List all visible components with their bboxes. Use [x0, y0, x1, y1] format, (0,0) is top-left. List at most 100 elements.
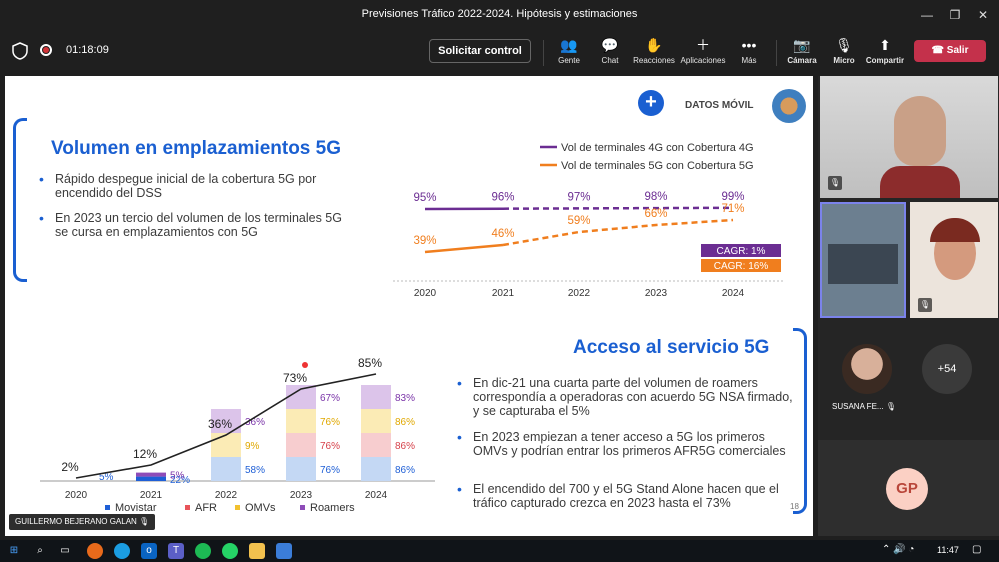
series-line-dashed: [502, 218, 734, 247]
segment-label: 76%: [320, 441, 340, 452]
chat-icon: 💬: [601, 37, 619, 53]
bar-segment: [211, 433, 241, 457]
data-label: 39%: [413, 235, 436, 247]
segment-label: 67%: [320, 393, 340, 404]
whatsapp-icon[interactable]: [222, 543, 238, 559]
participant-video-tile[interactable]: 🎙: [910, 202, 998, 318]
phone-icon: ☎: [931, 45, 944, 56]
mic-button[interactable]: 🎙 Micro: [820, 36, 868, 65]
bar-segment: [286, 433, 316, 457]
section-bracket: [793, 328, 807, 514]
total-label: 12%: [133, 447, 157, 461]
x-tick-label: 2024: [365, 490, 388, 501]
divider: [543, 40, 544, 66]
segment-label: 83%: [395, 393, 415, 404]
notifications-icon[interactable]: ▢: [972, 544, 982, 555]
leave-button[interactable]: ☎ Salir: [914, 40, 986, 62]
share-button[interactable]: ⬆ Compartir: [861, 36, 909, 65]
camera-button[interactable]: 📷 Cámara: [778, 36, 826, 65]
divider: [776, 40, 777, 66]
section1-title: Volumen en emplazamientos 5G: [51, 138, 342, 159]
cagr-label: CAGR: 1%: [717, 246, 766, 257]
apps-button[interactable]: ＋ Aplicaciones: [680, 37, 726, 65]
data-label: 71%: [721, 203, 744, 215]
shared-slide: + DATOS MÓVIL Volumen en emplazamientos …: [5, 76, 813, 536]
logo-image: [772, 89, 806, 123]
participant-hair: [930, 218, 980, 242]
total-label: 73%: [283, 371, 307, 385]
people-button[interactable]: 👥 Gente: [545, 36, 593, 65]
bar-segment: [136, 472, 166, 477]
task-view-icon[interactable]: ▭: [60, 545, 70, 556]
participants-panel: 🎙 🎙 SUSANA FE... 🎙 +54 GP: [818, 76, 999, 536]
participant-video-tile[interactable]: 🎙: [820, 76, 998, 198]
clock[interactable]: 11:47: [937, 545, 959, 555]
request-control-button[interactable]: Solicitar control: [429, 39, 531, 63]
window-title: Previsiones Tráfico 2022-2024. Hipótesis…: [361, 8, 638, 20]
participant-face: [894, 96, 946, 166]
segment-label: 86%: [395, 465, 415, 476]
x-tick-label: 2022: [215, 490, 238, 501]
slide-number: 18: [790, 502, 799, 511]
section2-title: Acceso al servicio 5G: [573, 337, 770, 358]
line-chart: Vol de terminales 4G con Cobertura 4G Vol…: [393, 142, 785, 299]
segment-label: 36%: [245, 417, 265, 428]
participant-avatar[interactable]: [842, 344, 892, 394]
more-icon: •••: [741, 37, 757, 53]
data-label: 97%: [567, 191, 590, 203]
teams-icon[interactable]: T: [168, 543, 184, 559]
participant-video-tile[interactable]: [820, 202, 906, 318]
data-label: 99%: [721, 191, 744, 203]
close-icon[interactable]: ✕: [977, 8, 989, 22]
more-button[interactable]: ••• Más: [725, 36, 773, 65]
chat-button[interactable]: 💬 Chat: [586, 36, 634, 65]
plus-icon: ＋: [696, 37, 710, 53]
legend-swatch: [235, 505, 240, 510]
search-icon[interactable]: ⌕: [37, 545, 43, 556]
x-tick-label: 2020: [414, 288, 437, 299]
reactions-button[interactable]: ✋ Reacciones: [630, 36, 678, 65]
windows-taskbar: ⊞ ⌕ ▭ o T ⌃ 🔊 ◔ 11:47 ▢: [0, 540, 999, 562]
reactions-icon: ✋: [645, 37, 663, 53]
windows-start-icon[interactable]: ⊞: [9, 545, 19, 556]
file-explorer-icon[interactable]: [249, 543, 265, 559]
section2-bullet: En dic-21 una cuarta parte del volumen d…: [457, 376, 793, 418]
segment-label: 5%: [99, 472, 114, 483]
x-tick-label: 2021: [140, 490, 163, 501]
meeting-toolbar: 01:18:09 Solicitar control 👥 Gente 💬 Cha…: [0, 30, 999, 74]
legend-swatch: [300, 505, 305, 510]
series-line-solid: [424, 243, 504, 254]
bar-segment: [361, 409, 391, 433]
bar-segment: [286, 457, 316, 481]
mic-off-icon: 🎙: [835, 37, 853, 53]
maximize-icon[interactable]: ❐: [949, 8, 961, 22]
total-label: 36%: [208, 417, 232, 431]
section2-bullet: En 2023 empiezan a tener acceso a 5G los…: [457, 430, 793, 458]
bar-chart: 2020 2021 2022 2023 202422%5%58%9%36%76%76%7…: [40, 356, 435, 514]
segment-label: 9%: [245, 441, 260, 452]
slide-header-label: DATOS MÓVIL: [685, 100, 754, 111]
x-tick-label: 2022: [568, 288, 591, 299]
minimize-icon[interactable]: —: [921, 8, 933, 22]
data-label: 59%: [567, 215, 590, 227]
legend-label: Vol de terminales 5G con Cobertura 5G: [561, 160, 754, 172]
x-tick-label: 2021: [492, 288, 515, 299]
screen-capture-icon[interactable]: [276, 543, 292, 559]
legend-swatch: [185, 505, 190, 510]
segment-label: 76%: [320, 465, 340, 476]
section2-bullet: El encendido del 700 y el 5G Stand Alone…: [457, 482, 793, 510]
outlook-icon[interactable]: o: [141, 543, 157, 559]
x-tick-label: 2023: [645, 288, 668, 299]
more-participants-button[interactable]: +54: [922, 344, 972, 394]
participant-tile[interactable]: GP: [818, 440, 999, 536]
legend-label: Movistar: [115, 502, 157, 514]
firefox-icon[interactable]: [87, 543, 103, 559]
edge-icon[interactable]: [114, 543, 130, 559]
total-line: [75, 373, 377, 479]
segment-label: 5%: [170, 471, 185, 482]
mic-off-icon: 🎙: [885, 402, 896, 411]
system-tray-icons[interactable]: ⌃ 🔊 ◔: [882, 544, 915, 555]
bar-segment: [361, 457, 391, 481]
spotify-icon[interactable]: [195, 543, 211, 559]
shield-icon: [12, 42, 28, 60]
